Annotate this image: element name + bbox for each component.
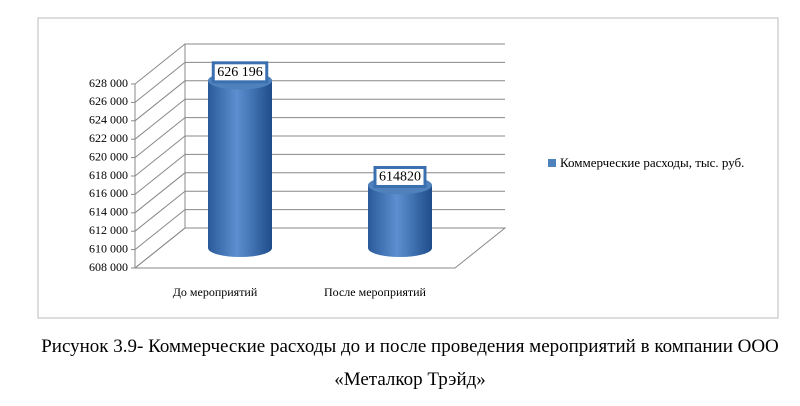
x-tick-label: До мероприятий (173, 285, 258, 299)
grid-line (134, 153, 505, 195)
grid-line (134, 80, 505, 122)
legend-label: Коммерческие расходы, тыс. руб. (560, 155, 745, 170)
y-tick-label: 610 000 (89, 241, 128, 255)
y-tick-label: 622 000 (89, 131, 128, 145)
y-tick-label: 608 000 (89, 260, 128, 274)
caption: Рисунок 3.9- Коммерческие расходы до и п… (41, 336, 779, 390)
x-tick-label: После мероприятий (324, 285, 427, 299)
legend: Коммерческие расходы, тыс. руб. (548, 154, 763, 172)
y-tick-label: 624 000 (89, 113, 128, 127)
y-tick-label: 618 000 (89, 168, 128, 182)
bar (208, 80, 272, 257)
grid-line (134, 117, 505, 158)
value-label-box (373, 165, 427, 188)
value-label-text: 614820 (379, 169, 421, 184)
y-tick-label: 626 000 (89, 94, 128, 108)
grid-line (134, 43, 505, 85)
y-tick-label: 612 000 (89, 223, 128, 237)
y-tick-label: 628 000 (89, 76, 128, 90)
legend-swatch (548, 159, 556, 167)
y-tick-label: 616 000 (89, 186, 128, 200)
value-label-box (211, 61, 269, 84)
y-tick-label: 620 000 (89, 149, 128, 163)
y-tick-label: 614 000 (89, 205, 128, 219)
grid-line (134, 135, 505, 177)
value-label-text: 626 196 (217, 65, 263, 80)
bar (368, 185, 432, 257)
grid-line (134, 61, 505, 103)
grid-line (134, 98, 505, 140)
